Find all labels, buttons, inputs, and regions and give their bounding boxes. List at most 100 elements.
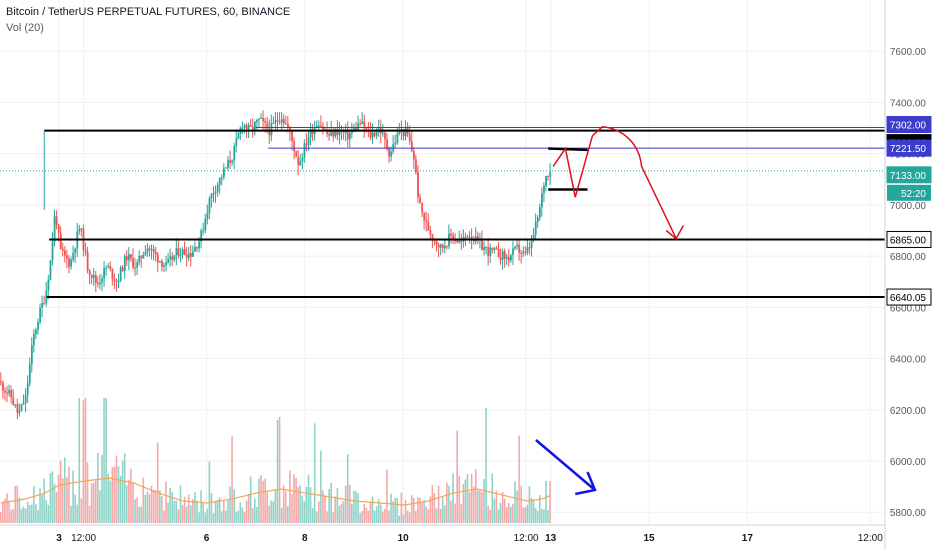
volume-bar (433, 492, 436, 523)
volume-bar (47, 504, 50, 523)
last-price-tag-bg (886, 166, 932, 184)
volume-bar (446, 482, 448, 523)
candle-body (241, 127, 244, 129)
volume-bar (64, 457, 66, 523)
candle-body (14, 404, 17, 406)
volume-bar (291, 493, 293, 523)
volume-bar (121, 460, 124, 523)
candle-body (291, 131, 293, 142)
price-tick-label: 7000.00 (890, 201, 927, 212)
volume-bar (4, 498, 6, 523)
candle-body (489, 247, 492, 256)
candle-body (491, 247, 494, 250)
candle-body (97, 282, 99, 285)
candle-body (348, 133, 351, 140)
candle-body (284, 123, 287, 125)
candle-body (514, 246, 516, 249)
volume-bar (338, 505, 341, 523)
time-tick-label: 3 (56, 533, 62, 544)
candle-body (402, 128, 405, 137)
candle-body (443, 246, 446, 249)
volume-bar (214, 501, 217, 523)
volume-bar (204, 512, 207, 523)
candle-body (456, 240, 459, 243)
volume-bar (16, 485, 19, 523)
volume-bar (493, 498, 496, 523)
candle-body (37, 322, 39, 330)
volume-bar (140, 506, 143, 523)
candle-body (429, 230, 432, 235)
candle-body (464, 236, 467, 238)
volume-bar (18, 497, 21, 523)
volume-bar (481, 492, 483, 523)
volume-bar (361, 511, 363, 523)
volume-bar (183, 496, 186, 523)
volume-bar (49, 473, 52, 523)
volume-bar (320, 450, 322, 523)
volume-bar (132, 482, 134, 523)
volume-bar (253, 498, 256, 523)
volume-bar (148, 494, 151, 523)
time-tick-label: 15 (643, 533, 655, 544)
candle-body (123, 256, 126, 272)
candle-body (105, 267, 108, 269)
candle-body (220, 177, 223, 179)
volume-bar (326, 511, 328, 523)
volume-bar (491, 473, 494, 523)
volume-bar (392, 501, 394, 523)
candle-body (41, 303, 44, 308)
volume-bar (194, 492, 196, 523)
candle-body (522, 251, 525, 254)
candle-body (483, 247, 486, 251)
candle-body (229, 160, 232, 163)
candle-body (57, 224, 60, 233)
volume-bar (522, 507, 525, 523)
volume-bar (78, 398, 81, 523)
volume-bar (14, 485, 17, 523)
candle-body (216, 184, 219, 192)
candle-body (516, 244, 519, 247)
candle-body (280, 119, 283, 123)
volume-bar (61, 478, 64, 523)
time-tick-label: 8 (302, 533, 308, 544)
volume-bar (359, 513, 361, 523)
candle-body (187, 253, 190, 258)
volume-bar (400, 492, 403, 523)
candle-body (103, 268, 106, 279)
volume-bar (227, 500, 229, 523)
volume-bar (111, 467, 114, 523)
volume-bar (276, 420, 279, 523)
volume-bar (39, 487, 41, 523)
volume-bar (458, 475, 461, 523)
volume-bar (177, 509, 180, 523)
volume-bar (431, 485, 434, 523)
volume-bar (346, 454, 349, 523)
candle-body (179, 254, 182, 256)
volume-bar (264, 478, 266, 523)
volume-bar (507, 503, 510, 523)
volume-bar (429, 496, 432, 523)
volume-bar (512, 503, 514, 523)
level-price-tag: 6865.00 (890, 235, 927, 246)
volume-bar (280, 508, 283, 523)
candle-body (169, 256, 172, 260)
candle-body (243, 125, 246, 128)
volume-bar (229, 486, 231, 523)
candle-body (346, 129, 349, 140)
candle-body (4, 390, 6, 393)
volume-bar (450, 500, 452, 523)
volume-bar (258, 478, 260, 523)
volume-bar (161, 496, 163, 523)
volume-bar (123, 453, 126, 523)
candle-body (528, 247, 531, 249)
volume-bar (468, 492, 471, 523)
candle-body (305, 143, 308, 145)
candle-body (136, 262, 139, 268)
volume-bar (538, 494, 541, 523)
candle-body (425, 220, 428, 222)
candle-body (148, 248, 151, 250)
volume-bar (66, 477, 68, 523)
candle-body (119, 267, 122, 281)
